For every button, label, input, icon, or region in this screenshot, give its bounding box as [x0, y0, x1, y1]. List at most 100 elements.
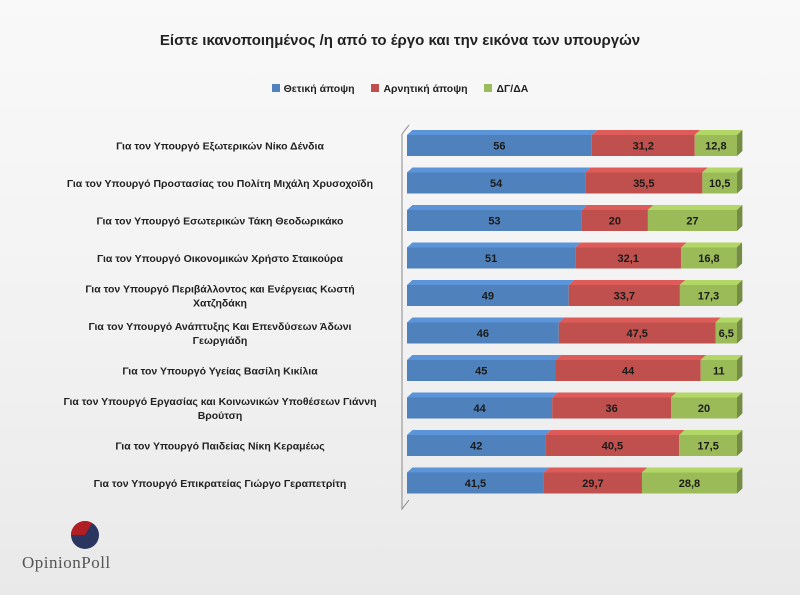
bar-segment: [407, 355, 561, 381]
bar-segment: [575, 242, 687, 269]
bar-front-face: [558, 322, 716, 344]
category-label-line: Βρούτση: [198, 410, 243, 422]
bar-side-face: [737, 467, 743, 494]
data-label: 49: [482, 291, 494, 303]
bar-segment: [407, 205, 588, 231]
category-label: Για τον Υπουργό Οικονομικών Χρήστο Σταικ…: [97, 253, 344, 265]
bar-segment: [679, 430, 743, 456]
bar-segment: [407, 467, 550, 494]
data-label: 27: [686, 216, 698, 228]
bar-front-face: [552, 397, 671, 419]
bar-segment: [407, 242, 581, 269]
category-label: Για τον Υπουργό Εξωτερικών Νίκο Δένδια: [116, 141, 324, 153]
bar-top-face: [641, 467, 743, 473]
bar-front-face: [581, 210, 648, 231]
legend-label-positive: Θετική άποψη: [283, 83, 355, 95]
bar-front-face: [407, 285, 569, 306]
bar-side-face: [737, 205, 743, 231]
bar-segment: [543, 467, 648, 494]
bar-segment: [700, 355, 743, 381]
bar-top-face: [575, 242, 687, 248]
bar-segment: [558, 317, 721, 344]
bar-front-face: [407, 360, 556, 381]
bar-front-face: [407, 210, 582, 231]
data-label: 33,7: [614, 291, 635, 303]
bar-front-face: [585, 172, 703, 194]
bar-top-face: [407, 317, 565, 323]
bar-top-face: [681, 242, 743, 248]
category-label-line: Για τον Υπουργό Εργασίας και Κοινωνικών …: [64, 396, 377, 408]
bar-segment: [407, 430, 551, 456]
category-label-line: Γεωργιάδη: [193, 335, 248, 347]
data-label: 6,5: [719, 328, 734, 340]
bar-front-face: [407, 435, 546, 456]
legend-item-positive: Θετική άποψη: [271, 83, 355, 95]
bar-front-face: [407, 472, 544, 494]
category-label: Για τον Υπουργό Ανάπτυξης Και Επενδύσεων…: [89, 321, 352, 347]
bar-segment: [681, 242, 743, 269]
bar-segment: [552, 392, 677, 419]
bar-front-face: [647, 210, 737, 231]
data-label: 36: [605, 403, 617, 415]
bar-top-face: [407, 467, 550, 473]
data-label: 29,7: [582, 478, 603, 490]
bar-segment: [679, 280, 743, 306]
bar-front-face: [575, 247, 682, 269]
data-label: 17,5: [697, 441, 718, 453]
bar-top-face: [679, 280, 743, 285]
bar-segment: [647, 205, 743, 231]
category-label: Για τον Υπουργό Εσωτερικών Τάκη Θεοδωρικ…: [97, 216, 344, 228]
bar-segment: [555, 355, 707, 381]
bar-front-face: [555, 360, 701, 381]
bar-side-face: [737, 392, 743, 419]
bar-side-face: [737, 167, 743, 194]
axis-wall: [401, 124, 410, 511]
bar-front-face: [694, 135, 737, 156]
opinionpoll-logo-icon: [71, 521, 99, 549]
bar-front-face: [591, 135, 695, 156]
bar-front-face: [407, 247, 576, 269]
bar-front-face: [407, 322, 559, 344]
data-label: 42: [470, 441, 482, 453]
bar-top-face: [545, 430, 685, 435]
bar-side-face: [737, 317, 743, 344]
data-label: 16,8: [698, 253, 719, 265]
bar-segment: [407, 280, 575, 306]
bar-side-face: [737, 130, 743, 156]
bar-side-face: [737, 280, 743, 306]
category-label-line: Για τον Υπουργό Περιβάλλοντος και Ενέργε…: [85, 284, 354, 296]
bar-top-face: [647, 205, 743, 210]
bar-segment: [591, 130, 701, 156]
legend-item-negative: Αρνητική άποψη: [371, 83, 468, 95]
data-label: 41,5: [465, 478, 486, 490]
bar-segment: [407, 392, 558, 419]
legend-label-negative: Αρνητική άποψη: [383, 83, 468, 95]
legend-swatch-negative: [371, 84, 380, 92]
bar-front-face: [568, 285, 680, 306]
bar-front-face: [679, 285, 737, 306]
data-label: 44: [473, 403, 486, 415]
bar-front-face: [671, 397, 737, 419]
data-label: 47,5: [626, 328, 647, 340]
bar-segment: [641, 467, 743, 494]
bar-segment: [407, 130, 598, 156]
bar-front-face: [681, 247, 737, 269]
category-label-line: Χατζηδάκη: [193, 298, 247, 310]
data-label: 20: [609, 216, 621, 228]
opinionpoll-logo-text: OpinionPoll: [22, 553, 111, 572]
data-label: 28,8: [679, 478, 700, 490]
bar-top-face: [679, 430, 743, 435]
category-label: Για τον Υπουργό Παιδείας Νίκη Κεραμέως: [115, 441, 325, 453]
data-label: 40,5: [602, 441, 623, 453]
bar-top-face: [568, 280, 686, 285]
data-label: 45: [475, 366, 487, 378]
bar-top-face: [407, 130, 598, 135]
bar-segment: [581, 205, 654, 231]
bar-top-face: [555, 355, 707, 360]
bar-front-face: [407, 135, 592, 156]
bar-segment: [715, 317, 743, 344]
data-label: 10,5: [709, 178, 730, 190]
bar-top-face: [700, 355, 743, 360]
data-label: 51: [485, 253, 497, 265]
